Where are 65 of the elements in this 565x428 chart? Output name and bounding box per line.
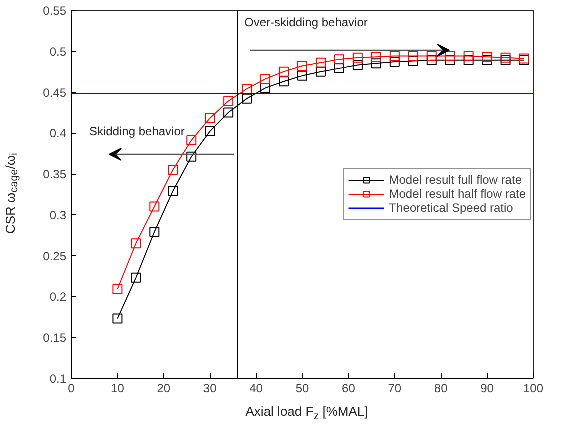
legend-label: Theoretical Speed ratio <box>389 201 514 215</box>
point <box>112 284 123 294</box>
y-tick-label: 0.3 <box>50 208 67 222</box>
point <box>445 51 456 62</box>
point <box>150 227 160 238</box>
point <box>298 61 308 72</box>
legend-label: Model result full flow rate <box>389 173 522 187</box>
point <box>224 108 234 118</box>
point <box>242 84 252 94</box>
point <box>186 136 197 146</box>
point <box>168 164 178 175</box>
x-tick-label: 70 <box>388 382 402 396</box>
x-tick-label: 40 <box>250 382 264 396</box>
y-tick-label: 0.4 <box>50 126 67 141</box>
y-tick-label: 0.55 <box>43 4 67 18</box>
point <box>279 66 290 77</box>
point <box>482 52 492 62</box>
point <box>390 57 400 68</box>
y-tick-label: 0.25 <box>43 249 67 264</box>
y-tick-label: 0.35 <box>43 168 67 182</box>
point <box>316 58 326 68</box>
point <box>168 186 178 196</box>
x-tick-label: 10 <box>111 382 125 396</box>
point <box>408 51 418 62</box>
x-tick-label: 80 <box>434 382 448 396</box>
y-tick-label: 0.2 <box>50 290 67 304</box>
point <box>464 55 474 66</box>
annotation: Skidding behavior <box>90 124 185 138</box>
x-tick-label: 100 <box>523 382 544 396</box>
point <box>131 238 142 249</box>
point <box>390 51 400 62</box>
point <box>186 152 197 162</box>
x-tick-label: 0 <box>68 382 76 396</box>
point <box>112 314 123 324</box>
point <box>352 52 363 63</box>
point <box>426 55 437 66</box>
y-tick-label: 0.5 <box>50 44 67 59</box>
y-tick-label: 0.15 <box>43 331 67 346</box>
point <box>464 51 474 62</box>
point <box>371 52 382 62</box>
point <box>298 70 308 81</box>
point <box>150 202 160 212</box>
x-tick-label: 20 <box>157 382 171 396</box>
point <box>445 55 456 66</box>
x-axis-title: Axial load F$_{z}$ [%MAL] <box>244 403 370 425</box>
x-tick-label: 90 <box>480 382 494 396</box>
x-tick-label: 60 <box>342 382 356 396</box>
y-tick-label: 0.1 <box>50 372 67 386</box>
point <box>205 113 216 124</box>
point <box>334 54 344 65</box>
point <box>205 126 216 137</box>
legend-label: Model result half flow rate <box>389 187 526 201</box>
point <box>242 94 252 104</box>
x-tick-label: 50 <box>296 382 310 396</box>
point <box>224 96 234 106</box>
point <box>260 74 271 84</box>
point <box>371 58 382 69</box>
point <box>500 52 511 63</box>
point <box>352 60 363 70</box>
x-tick-label: 30 <box>203 382 218 396</box>
point <box>279 76 290 87</box>
annotation: Over-skidding behavior <box>244 16 368 30</box>
point <box>426 51 437 62</box>
point <box>131 272 142 283</box>
y-tick-label: 0.45 <box>43 86 67 100</box>
